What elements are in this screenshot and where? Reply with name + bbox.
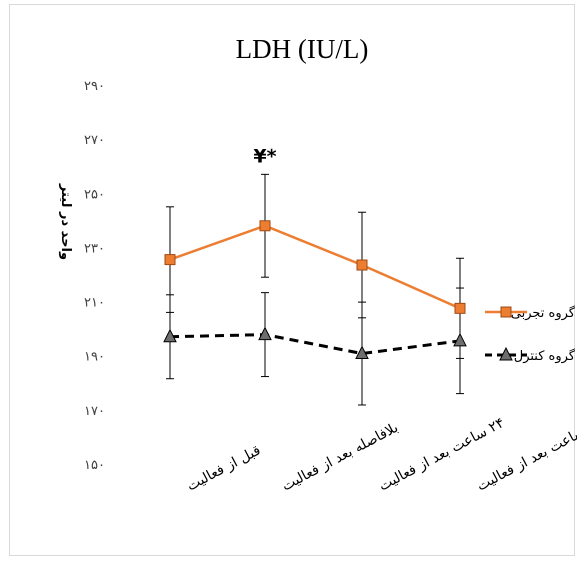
data-point-marker bbox=[163, 328, 177, 343]
series-line-2 bbox=[169, 333, 461, 356]
x-category-label: قبل از فعالیت bbox=[184, 442, 263, 494]
y-tick-label: ۲۷۰ bbox=[84, 133, 105, 148]
legend-label: گروه تجربی bbox=[511, 305, 576, 321]
significance-annotation: ¥* bbox=[253, 145, 276, 167]
y-tick-labels: ۱۵۰ ۱۷۰ ۱۹۰ ۲۱۰ ۲۳۰ ۲۵۰ ۲۷۰ ۲۹۰ bbox=[84, 79, 105, 473]
y-tick-label: ۲۳۰ bbox=[84, 241, 105, 256]
series-lines bbox=[169, 224, 461, 356]
series-line-1 bbox=[169, 224, 461, 310]
y-tick-label: ۱۷۰ bbox=[84, 404, 105, 419]
y-tick-label: ۲۱۰ bbox=[84, 296, 105, 311]
legend-marker bbox=[499, 346, 513, 361]
data-point-marker bbox=[454, 302, 466, 314]
chart-frame bbox=[9, 4, 575, 556]
data-point-marker bbox=[164, 254, 176, 266]
series-markers bbox=[163, 220, 467, 360]
y-tick-label: ۱۹۰ bbox=[84, 350, 105, 365]
data-point-marker bbox=[453, 332, 467, 347]
legend-marker bbox=[500, 306, 512, 318]
y-tick-label: ۲۵۰ bbox=[84, 187, 105, 202]
chart-title: LDH (IU/L) bbox=[236, 34, 369, 64]
y-tick-label: ۱۵۰ bbox=[84, 458, 105, 473]
significance-annotations: ¥* bbox=[253, 145, 276, 167]
legend: گروه تجربی گروه کنترل bbox=[485, 305, 576, 364]
y-axis-label: واحد در لیتر bbox=[58, 183, 73, 260]
data-point-marker bbox=[258, 326, 272, 341]
legend-label: گروه کنترل bbox=[514, 348, 576, 364]
data-point-marker bbox=[356, 259, 368, 271]
data-point-marker bbox=[355, 345, 369, 360]
data-point-marker bbox=[259, 220, 271, 232]
y-tick-label: ۲۹۰ bbox=[84, 79, 105, 94]
